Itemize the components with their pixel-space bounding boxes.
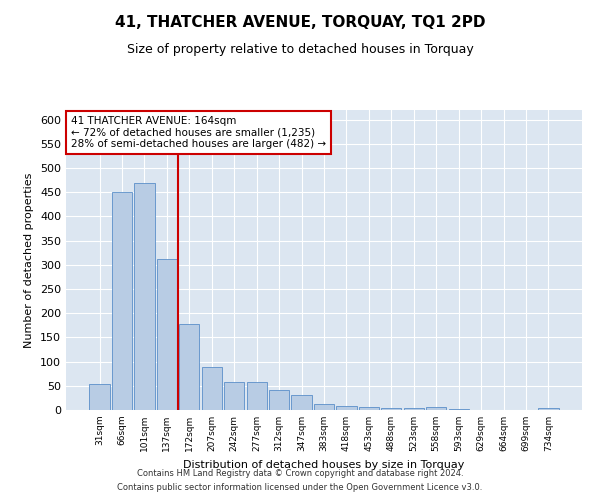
Text: 41, THATCHER AVENUE, TORQUAY, TQ1 2PD: 41, THATCHER AVENUE, TORQUAY, TQ1 2PD <box>115 15 485 30</box>
Bar <box>224 382 244 410</box>
Bar <box>89 384 110 410</box>
Bar <box>269 390 289 410</box>
Text: Contains public sector information licensed under the Open Government Licence v3: Contains public sector information licen… <box>118 484 482 492</box>
Text: Size of property relative to detached houses in Torquay: Size of property relative to detached ho… <box>127 42 473 56</box>
Bar <box>202 368 222 410</box>
Y-axis label: Number of detached properties: Number of detached properties <box>25 172 34 348</box>
Bar <box>314 404 334 410</box>
Text: 41 THATCHER AVENUE: 164sqm
← 72% of detached houses are smaller (1,235)
28% of s: 41 THATCHER AVENUE: 164sqm ← 72% of deta… <box>71 116 326 149</box>
Bar <box>157 259 177 410</box>
Bar <box>292 395 311 410</box>
Bar <box>426 407 446 410</box>
Bar <box>359 406 379 410</box>
Bar <box>381 408 401 410</box>
Bar <box>404 408 424 410</box>
Bar <box>449 409 469 410</box>
Bar <box>538 408 559 410</box>
Bar <box>337 406 356 410</box>
Bar <box>179 324 199 410</box>
Text: Contains HM Land Registry data © Crown copyright and database right 2024.: Contains HM Land Registry data © Crown c… <box>137 468 463 477</box>
X-axis label: Distribution of detached houses by size in Torquay: Distribution of detached houses by size … <box>184 460 464 469</box>
Bar <box>112 192 132 410</box>
Bar <box>134 182 155 410</box>
Bar <box>247 382 267 410</box>
